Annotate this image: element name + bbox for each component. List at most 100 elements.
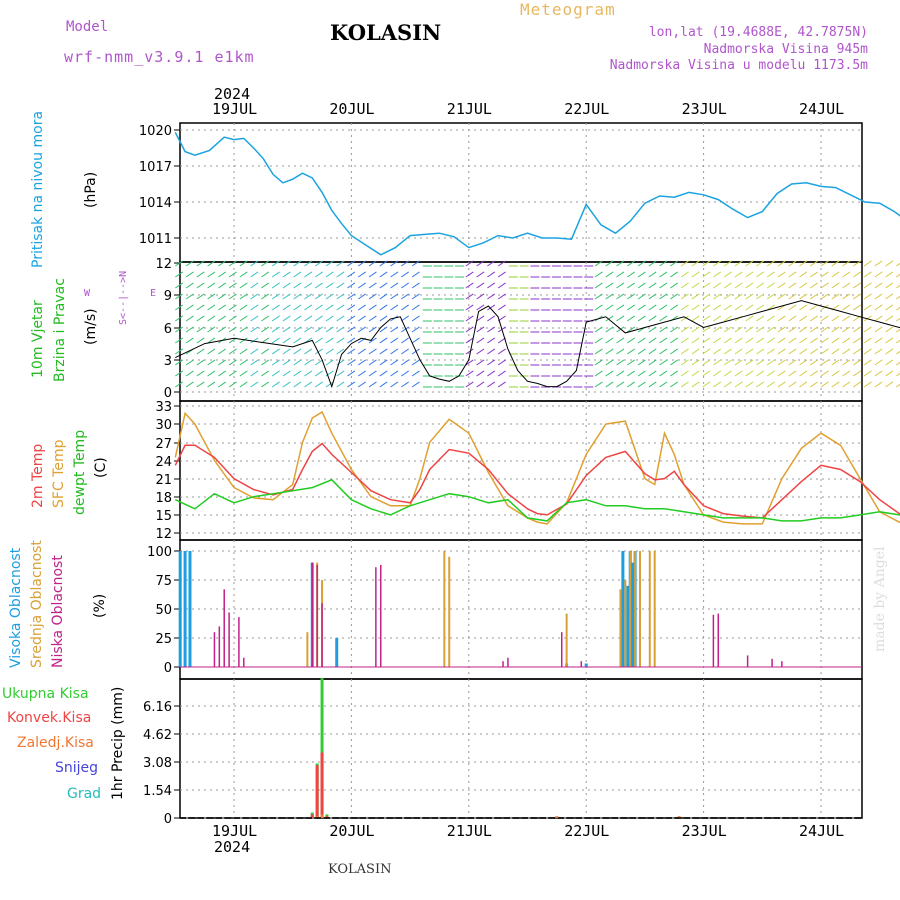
wind-barb: [788, 326, 797, 333]
wind-barb: [175, 315, 184, 322]
precip-panel: 6.16 4.62 3.08 1.54 0: [143, 678, 863, 827]
wind-barb: [799, 326, 808, 333]
wind-barb: [239, 370, 248, 377]
wind-barb: [390, 271, 399, 278]
meteogram-label: Meteogram: [520, 0, 616, 19]
wind-barb: [788, 370, 797, 377]
wind-barb: [853, 370, 861, 377]
wind-barb: [293, 370, 302, 377]
wind-barb: [304, 348, 313, 355]
wind-barb: [788, 348, 797, 355]
wind-speed-line: [175, 300, 900, 389]
wind-barb: [487, 370, 496, 377]
wind-barb: [648, 271, 657, 278]
wind-barb: [207, 359, 216, 366]
wind-ytick-label-1: 9: [164, 289, 172, 304]
precip-label-conv: Konvek.Kisa: [7, 710, 92, 726]
wind-barb: [702, 304, 711, 311]
wind-barb: [207, 282, 216, 289]
wind-barb: [336, 315, 345, 322]
wind-barb: [304, 260, 313, 267]
wind-barb: [766, 271, 775, 278]
wind-barb: [347, 293, 356, 300]
wind-barb: [863, 381, 872, 388]
high-cloud-bar: [183, 551, 187, 667]
wind-barb: [304, 370, 313, 377]
wind-barb: [756, 315, 765, 322]
high-cloud-bar: [335, 638, 339, 667]
wind-barb: [766, 348, 775, 355]
precip-frz-bar: [315, 816, 319, 818]
wind-barb: [627, 337, 636, 344]
wind-barb: [723, 348, 732, 355]
wind-barb: [401, 260, 410, 267]
wind-barb: [594, 337, 603, 344]
wind-barb: [261, 271, 270, 278]
wind-barb: [637, 359, 646, 366]
wind-barb: [411, 326, 420, 333]
precip-ytick-label-3: 1.54: [143, 784, 172, 799]
wind-barb: [368, 271, 377, 278]
wind-barb: [766, 293, 775, 300]
wind-barb: [271, 348, 280, 355]
wind-barb: [487, 260, 496, 267]
wind-barb: [874, 348, 883, 355]
wind-barb: [659, 293, 668, 300]
wind-barb: [476, 348, 485, 355]
wind-barb: [723, 304, 732, 311]
wind-barb: [357, 260, 366, 267]
pressure-ytick-label-1: 1017: [139, 160, 172, 175]
wind-barb: [648, 370, 657, 377]
wind-barb: [885, 304, 894, 311]
wind-barb: [347, 326, 356, 333]
wind-barb: [842, 348, 851, 355]
wind-barb: [239, 326, 248, 333]
wind-barb: [271, 282, 280, 289]
wind-barb: [896, 372, 900, 377]
wind-barb: [379, 271, 388, 278]
cloud-ytick-label-0: 100: [147, 545, 172, 560]
wind-barb: [185, 304, 194, 311]
low-cloud-bar: [717, 613, 720, 667]
wind-barb: [497, 293, 506, 300]
wind-barb: [357, 381, 366, 388]
wind-barb: [896, 383, 900, 388]
pressure-series-line: [174, 132, 900, 256]
wind-barb: [357, 315, 366, 322]
wind-barb: [314, 359, 323, 366]
wind-barb: [842, 282, 851, 289]
wind-barb: [605, 359, 614, 366]
wind-barb: [788, 381, 797, 388]
wind-barb: [465, 271, 474, 278]
wind-barb: [357, 271, 366, 278]
wind-barb: [745, 370, 754, 377]
wind-barb: [239, 359, 248, 366]
wind-barb: [756, 304, 765, 311]
wind-barb: [368, 359, 377, 366]
wind-barb: [487, 337, 496, 344]
wind-barb: [487, 348, 496, 355]
wind-barb: [207, 381, 216, 388]
wind-barb: [250, 282, 259, 289]
wind-barb: [799, 348, 808, 355]
wind-barb: [863, 304, 872, 311]
wind-barb: [723, 260, 732, 267]
wind-barb: [745, 315, 754, 322]
wind-barb: [368, 315, 377, 322]
wind-barb: [239, 271, 248, 278]
wind-barb: [207, 326, 216, 333]
wind-barb: [368, 348, 377, 355]
wind-barb: [271, 359, 280, 366]
high-cloud-bar: [626, 585, 630, 667]
temp-ytick-label-5: 18: [155, 491, 172, 506]
wind-barb: [723, 381, 732, 388]
wind-barb: [390, 282, 399, 289]
wind-barb: [896, 328, 900, 333]
wind-barb: [379, 381, 388, 388]
wind-barb: [853, 304, 861, 311]
wind-barb: [175, 326, 184, 333]
wind-barb: [476, 359, 485, 366]
wind-barb: [476, 304, 485, 311]
wind-barb: [648, 293, 657, 300]
wind-barb: [390, 337, 399, 344]
